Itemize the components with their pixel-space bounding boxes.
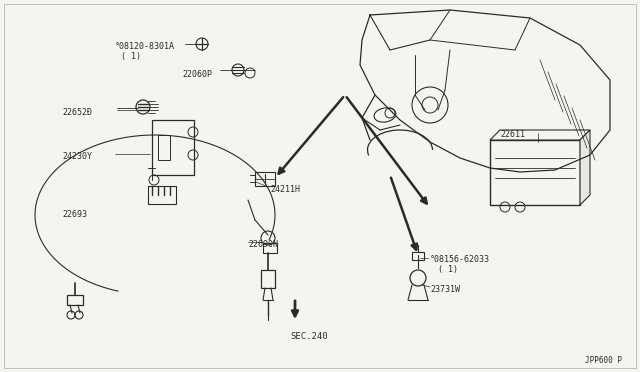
- Text: JPP600 P: JPP600 P: [585, 356, 622, 365]
- Text: 23731W: 23731W: [430, 285, 460, 294]
- Text: ( 1): ( 1): [121, 52, 141, 61]
- Bar: [148, 186, 176, 204]
- Text: 22693: 22693: [62, 210, 87, 219]
- Text: 22690N: 22690N: [248, 240, 278, 249]
- Text: 22060P: 22060P: [182, 70, 212, 79]
- Text: ( 1): ( 1): [438, 265, 458, 274]
- Bar: [158, 135, 170, 160]
- Text: SEC.240: SEC.240: [290, 332, 328, 341]
- Text: 22611: 22611: [500, 130, 525, 139]
- Text: 22652Đ: 22652Đ: [62, 108, 92, 117]
- Bar: [490, 140, 580, 205]
- Polygon shape: [490, 130, 590, 140]
- Text: °08156-62033: °08156-62033: [430, 255, 490, 264]
- Text: 24230Y: 24230Y: [62, 152, 92, 161]
- Bar: [261, 270, 275, 288]
- Bar: [255, 172, 275, 186]
- Text: °08120-8301A: °08120-8301A: [115, 42, 175, 51]
- Bar: [263, 243, 277, 253]
- Polygon shape: [580, 130, 590, 205]
- Bar: [412, 252, 424, 260]
- Bar: [67, 295, 83, 305]
- Text: 24211H: 24211H: [270, 185, 300, 194]
- Bar: [152, 120, 194, 175]
